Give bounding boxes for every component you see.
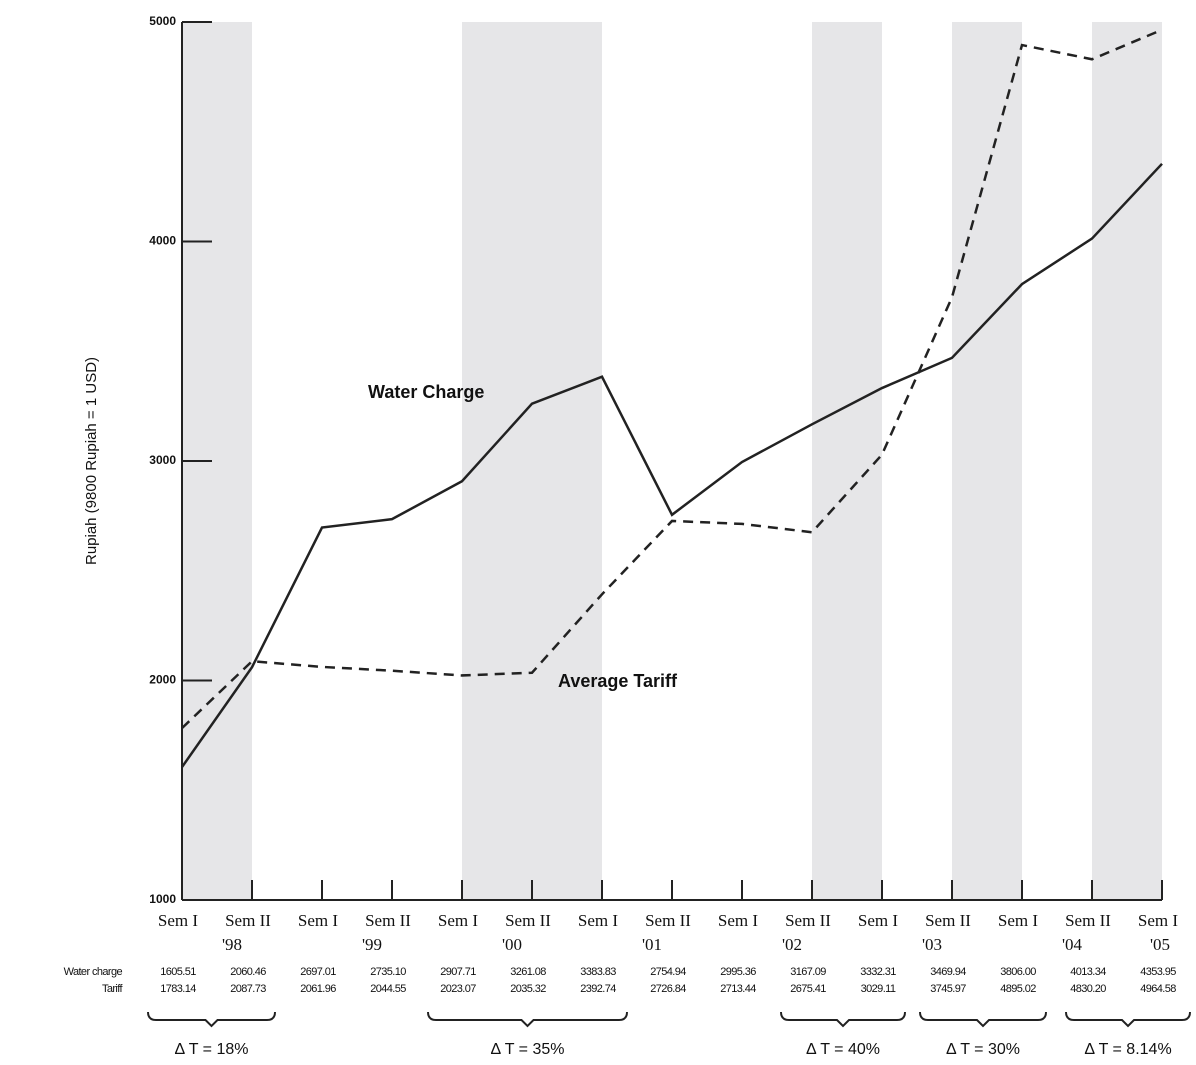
data-label: 4830.20 <box>1070 983 1106 995</box>
x-tick-label: Sem I <box>438 911 478 930</box>
bracket <box>919 1011 1047 1028</box>
data-label: 2035.32 <box>510 983 546 995</box>
y-tick-label: 5000 <box>149 14 176 28</box>
x-tick-label: Sem II <box>785 911 831 930</box>
year-label: '98 <box>222 935 242 954</box>
data-label: 3261.08 <box>510 966 546 978</box>
y-tick-label: 1000 <box>149 892 176 906</box>
data-label: 2697.01 <box>300 966 336 978</box>
year-label: '00 <box>502 935 522 954</box>
data-label: 2044.55 <box>370 983 406 995</box>
x-tick-label: Sem I <box>998 911 1038 930</box>
delta-label: Δ T = 40% <box>806 1041 880 1058</box>
data-label: 2023.07 <box>440 983 476 995</box>
y-axis-label: Rupiah (9800 Rupiah = 1 USD) <box>83 357 100 565</box>
x-tick-label: Sem I <box>718 911 758 930</box>
shaded-band <box>1092 22 1162 900</box>
bracket <box>147 1011 276 1028</box>
data-label: 2726.84 <box>650 983 686 995</box>
data-label: 3383.83 <box>580 966 616 978</box>
series-annotation: Water Charge <box>368 382 484 402</box>
year-label: '01 <box>642 935 662 954</box>
data-label: 2061.96 <box>300 983 336 995</box>
x-tick-label: Sem II <box>225 911 271 930</box>
data-label: 1783.14 <box>160 983 196 995</box>
data-label: 3745.97 <box>930 983 966 995</box>
x-tick-label: Sem I <box>298 911 338 930</box>
shaded-band <box>812 22 882 900</box>
x-tick-label: Sem II <box>505 911 551 930</box>
data-label: 4353.95 <box>1140 966 1176 978</box>
table-row-label: Tariff <box>102 983 124 995</box>
data-label: 2675.41 <box>790 983 826 995</box>
bracket <box>780 1011 906 1028</box>
y-tick-label: 4000 <box>149 234 176 248</box>
data-label: 2392.74 <box>580 983 616 995</box>
x-tick-label: Sem II <box>1065 911 1111 930</box>
x-tick-label: Sem I <box>158 911 198 930</box>
table-row-label: Water charge <box>64 966 123 978</box>
x-tick-label: Sem II <box>925 911 971 930</box>
series-line <box>181 28 1163 730</box>
delta-label: Δ T = 30% <box>946 1041 1020 1058</box>
x-tick-label: Sem I <box>1138 911 1178 930</box>
shaded-bands <box>182 22 1162 900</box>
delta-label: Δ T = 18% <box>175 1041 249 1058</box>
y-tick-label: 3000 <box>149 453 176 467</box>
year-label: '99 <box>362 935 382 954</box>
x-tick-label: Sem II <box>365 911 411 930</box>
data-label: 3167.09 <box>790 966 826 978</box>
delta-label: Δ T = 35% <box>491 1041 565 1058</box>
data-label: 2995.36 <box>720 966 756 978</box>
year-label: '04 <box>1062 935 1083 954</box>
data-label: 4013.34 <box>1070 966 1106 978</box>
data-label: 4895.02 <box>1000 983 1036 995</box>
data-label: 3469.94 <box>930 966 966 978</box>
year-label: '03 <box>922 935 942 954</box>
bracket <box>427 1011 628 1028</box>
year-label: '02 <box>782 935 802 954</box>
shaded-band <box>462 22 602 900</box>
data-label: 2735.10 <box>370 966 406 978</box>
data-label: 3806.00 <box>1000 966 1036 978</box>
data-label: 3332.31 <box>860 966 896 978</box>
data-label: 2754.94 <box>650 966 686 978</box>
delta-label: Δ T = 8.14% <box>1084 1041 1171 1058</box>
year-label: '05 <box>1150 935 1170 954</box>
x-tick-label: Sem I <box>578 911 618 930</box>
data-label: 3029.11 <box>861 983 896 995</box>
series-line <box>180 162 1163 768</box>
x-tick-label: Sem I <box>858 911 898 930</box>
data-label: 2713.44 <box>720 983 756 995</box>
data-label: 4964.58 <box>1140 983 1176 995</box>
data-label: 2060.46 <box>230 966 266 978</box>
shaded-band <box>952 22 1022 900</box>
y-tick-label: 2000 <box>149 673 176 687</box>
data-label: 2907.71 <box>440 966 476 978</box>
data-label: 1605.51 <box>160 966 196 978</box>
data-label: 2087.73 <box>230 983 266 995</box>
x-tick-label: Sem II <box>645 911 691 930</box>
bracket <box>1065 1011 1191 1028</box>
series-annotation: Average Tariff <box>558 671 678 691</box>
